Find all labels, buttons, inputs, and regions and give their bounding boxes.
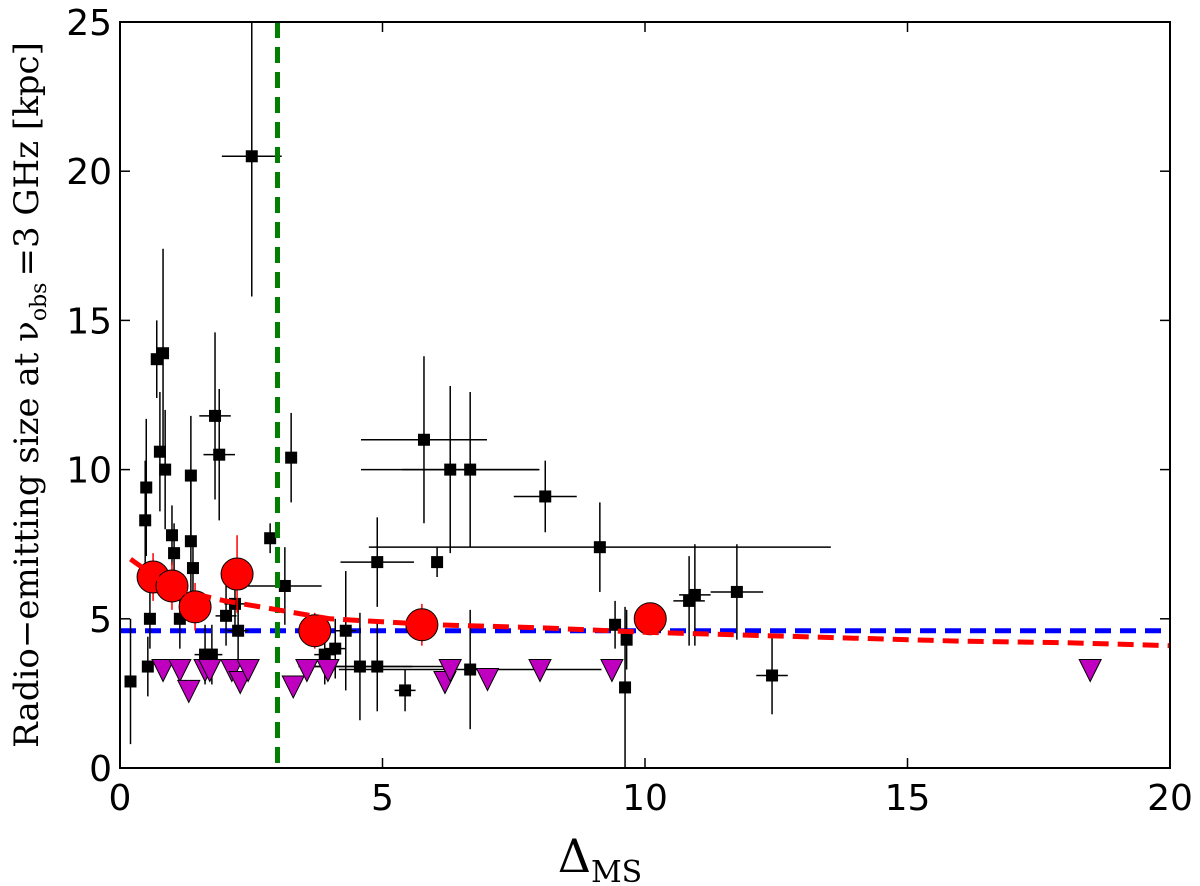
square-point xyxy=(766,669,779,682)
square-point xyxy=(184,469,197,482)
triangle-point xyxy=(316,659,340,683)
triangle-point xyxy=(528,659,552,683)
square-point xyxy=(140,481,153,494)
x-tick-label: 5 xyxy=(371,778,394,819)
y-tick-label: 15 xyxy=(66,301,112,342)
x-tick-label: 0 xyxy=(109,778,132,819)
square-point xyxy=(205,648,218,661)
triangle-point xyxy=(475,667,500,692)
square-point xyxy=(232,624,245,637)
y-axis-label: Radio−emitting size at νobs =3 GHz [kpc] xyxy=(7,42,52,748)
x-tick-label: 10 xyxy=(622,778,668,819)
square-point xyxy=(159,463,172,476)
square-point xyxy=(124,675,137,688)
y-tick-label: 0 xyxy=(89,749,112,790)
square-point xyxy=(593,541,606,554)
y-label-sub: obs xyxy=(27,283,52,322)
circle-point xyxy=(220,557,254,591)
triangle-point xyxy=(295,659,319,683)
square-point xyxy=(264,532,277,545)
square-point xyxy=(165,529,178,542)
x-label-sub: MS xyxy=(591,855,642,886)
square-point xyxy=(399,684,412,697)
triangle-point xyxy=(168,659,192,683)
x-tick-label: 20 xyxy=(1147,778,1193,819)
triangle-point xyxy=(197,659,222,683)
square-point xyxy=(213,448,226,461)
triangle-point xyxy=(281,675,306,700)
square-point xyxy=(168,547,181,560)
triangle-point xyxy=(1078,659,1103,683)
y-label-main: Radio−emitting size at ν xyxy=(7,321,47,748)
square-point xyxy=(141,660,154,673)
square-point xyxy=(209,409,222,422)
circle-point xyxy=(178,590,212,624)
circle-point xyxy=(155,569,189,603)
x-label-main: Δ xyxy=(558,829,591,883)
square-point xyxy=(619,681,632,694)
square-point xyxy=(157,347,170,360)
y-tick-label: 20 xyxy=(66,152,112,193)
square-point xyxy=(139,514,152,527)
y-tick-label: 5 xyxy=(89,600,112,641)
triangle-point xyxy=(151,659,175,683)
square-point xyxy=(688,588,701,601)
square-point xyxy=(417,433,430,446)
triangle-point xyxy=(176,679,201,704)
square-point xyxy=(371,660,384,673)
circle-point xyxy=(298,614,332,648)
square-point xyxy=(245,150,258,163)
y-tick-label: 10 xyxy=(66,451,112,492)
x-axis-label: ΔMS xyxy=(558,829,643,886)
triangle-point xyxy=(600,659,624,683)
triangle-point xyxy=(236,659,260,683)
square-point xyxy=(464,663,477,676)
triangle-point xyxy=(438,659,463,683)
square-point xyxy=(278,579,291,592)
fit-line xyxy=(129,557,1170,649)
square-point xyxy=(464,463,477,476)
square-point xyxy=(220,609,233,622)
square-point xyxy=(371,556,384,569)
plot-frame xyxy=(119,21,1171,769)
square-point xyxy=(609,618,622,631)
square-point xyxy=(285,451,298,464)
y-label-rest: =3 GHz [kpc] xyxy=(7,42,47,276)
square-point xyxy=(620,633,633,646)
triangle-point xyxy=(220,659,244,683)
square-point xyxy=(730,585,743,598)
square-point xyxy=(184,535,197,548)
square-point xyxy=(329,642,342,655)
square-point xyxy=(143,612,156,625)
x-tick-label: 15 xyxy=(885,778,931,819)
square-point xyxy=(539,490,552,503)
square-point xyxy=(431,556,444,569)
square-point xyxy=(318,648,331,661)
square-point xyxy=(186,562,199,575)
y-tick-label: 25 xyxy=(66,3,112,44)
square-point xyxy=(153,445,166,458)
square-point xyxy=(339,624,352,637)
